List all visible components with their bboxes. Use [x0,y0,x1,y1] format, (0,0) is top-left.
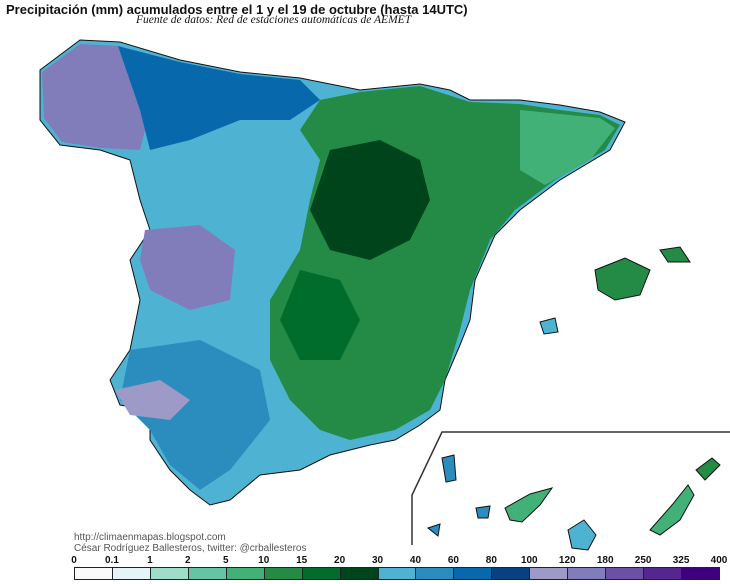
galicia-region [42,44,150,150]
legend-color-box [567,567,607,580]
legend-threshold-label: 100 [520,555,538,566]
la-palma [441,454,457,483]
map-subtitle: Fuente de datos: Red de estaciones autom… [136,14,412,26]
legend-color-box [225,567,265,580]
canary-inset-frame [411,431,730,545]
legend-color-box [187,567,227,580]
legend-threshold-label: 30 [371,555,384,566]
el-hierro [426,523,441,537]
la-gomera [475,505,491,519]
legend-threshold-label: 180 [596,555,614,566]
legend-threshold-label: 80 [485,555,497,566]
map-title: Precipitación (mm) acumulados entre el 1… [6,2,468,17]
legend-color-box [263,567,303,580]
legend-threshold-label: 5 [222,555,229,566]
legend-color-box [453,567,493,580]
legend-threshold-label: 400 [710,555,728,566]
tenerife [504,487,554,523]
legend-color-box [529,567,569,580]
dark-green-core [310,140,430,260]
legend-color-box [377,567,417,580]
legend-threshold-label: 40 [409,555,422,566]
credits: http://climaenmapas.blogspot.com César R… [74,532,306,554]
dark-green-south [280,270,360,360]
fuerteventura [649,484,695,536]
ibiza [539,317,559,335]
legend-threshold-label: 20 [334,555,346,566]
credits-author: César Rodríguez Ballesteros, twitter: @c… [74,543,307,554]
extremadura-region [140,225,235,310]
legend-color-box [681,567,720,580]
cantabrian-region [118,46,320,150]
legend-threshold-label: 15 [296,555,308,566]
legend-color-box [339,567,379,580]
color-legend: 0 0.1 1 2 5 10 15 20 30 40 60 80 100 120 180 250 325 400 [71,555,727,581]
legend-threshold-label: 250 [634,555,652,566]
andalusia-west-region [120,340,270,490]
legend-color-box [643,567,683,580]
huelva-region [115,380,190,420]
legend-color-box [301,567,341,580]
legend-threshold-label: 60 [447,555,459,566]
gran-canaria [567,519,597,551]
legend-threshold-label: 120 [558,555,576,566]
mallorca [594,257,651,301]
legend-color-box [74,567,113,580]
legend-color-box [111,567,151,580]
credits-url: http://climaenmapas.blogspot.com [74,532,226,543]
catalonia-region [520,110,615,185]
legend-color-box [605,567,645,580]
legend-color-box [491,567,531,580]
legend-threshold-label: 0 [71,555,77,566]
lanzarote [695,457,721,481]
legend-threshold-label: 10 [258,555,270,566]
menorca [659,246,691,263]
legend-threshold-label: 0.1 [104,555,119,566]
legend-threshold-label: 325 [672,555,690,566]
legend-color-box [415,567,455,580]
legend-threshold-label: 1 [147,555,153,566]
legend-color-box [149,567,189,580]
legend-threshold-label: 2 [185,555,191,566]
